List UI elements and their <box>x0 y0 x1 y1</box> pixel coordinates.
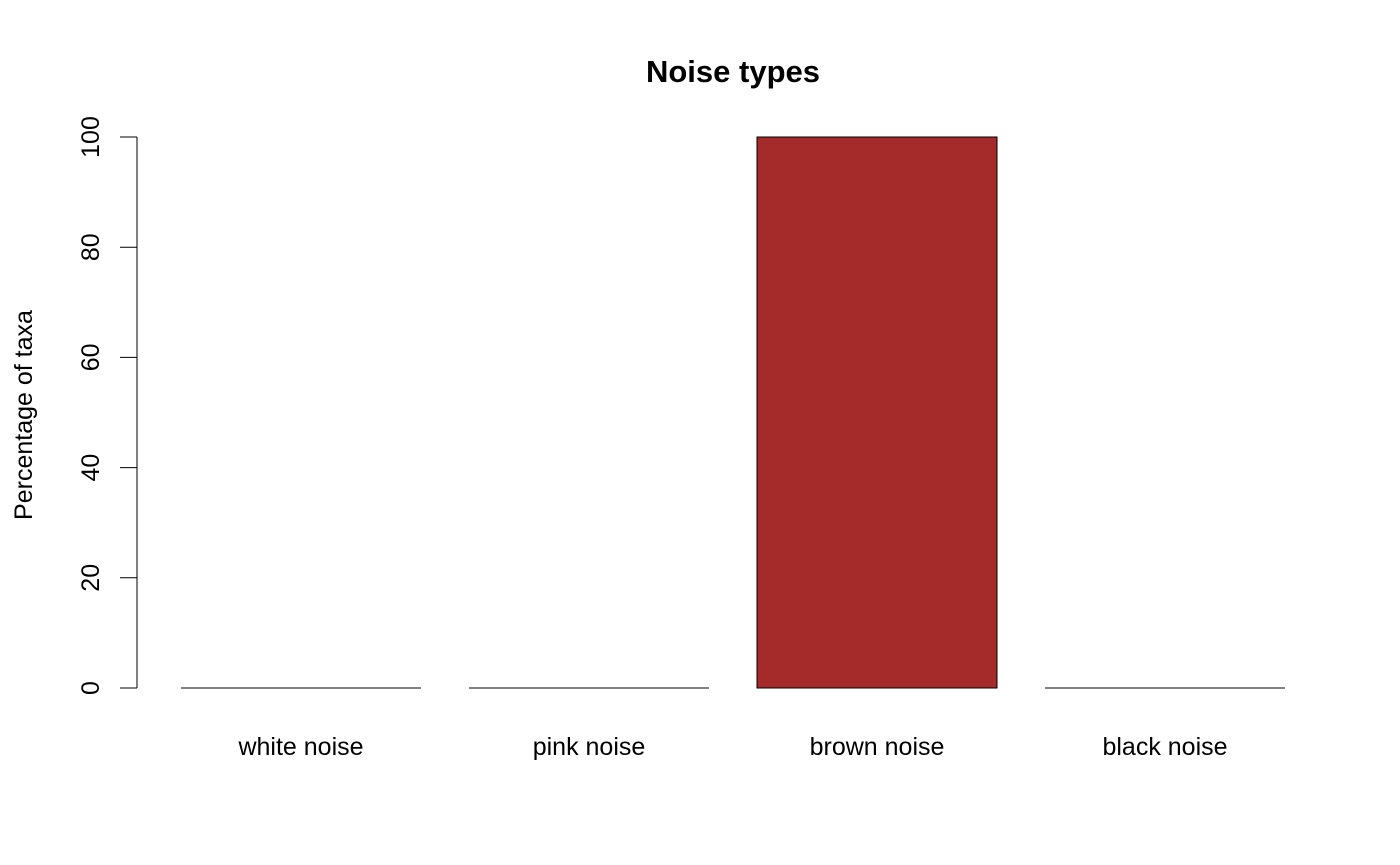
y-axis: 0 20 40 60 80 100 <box>77 116 138 695</box>
y-tick-label: 60 <box>77 343 105 371</box>
y-tick-label: 20 <box>77 564 105 592</box>
y-tick-label: 40 <box>77 454 105 482</box>
x-tick-label: pink noise <box>533 733 646 761</box>
bars <box>181 136 1285 689</box>
y-tick-label: 100 <box>77 116 105 158</box>
y-tick-label: 0 <box>77 681 105 695</box>
y-axis-label: Percentage of taxa <box>10 310 38 520</box>
chart-title: Noise types <box>646 54 820 89</box>
y-tick-label: 80 <box>77 233 105 261</box>
x-tick-label: black noise <box>1102 733 1227 761</box>
x-tick-label: brown noise <box>810 733 945 761</box>
bar <box>756 136 998 689</box>
y-axis-ticks: 0 20 40 60 80 100 <box>77 116 137 695</box>
x-tick-label: white noise <box>237 733 363 761</box>
x-axis-labels: white noise pink noise brown noise black no… <box>237 733 1227 761</box>
